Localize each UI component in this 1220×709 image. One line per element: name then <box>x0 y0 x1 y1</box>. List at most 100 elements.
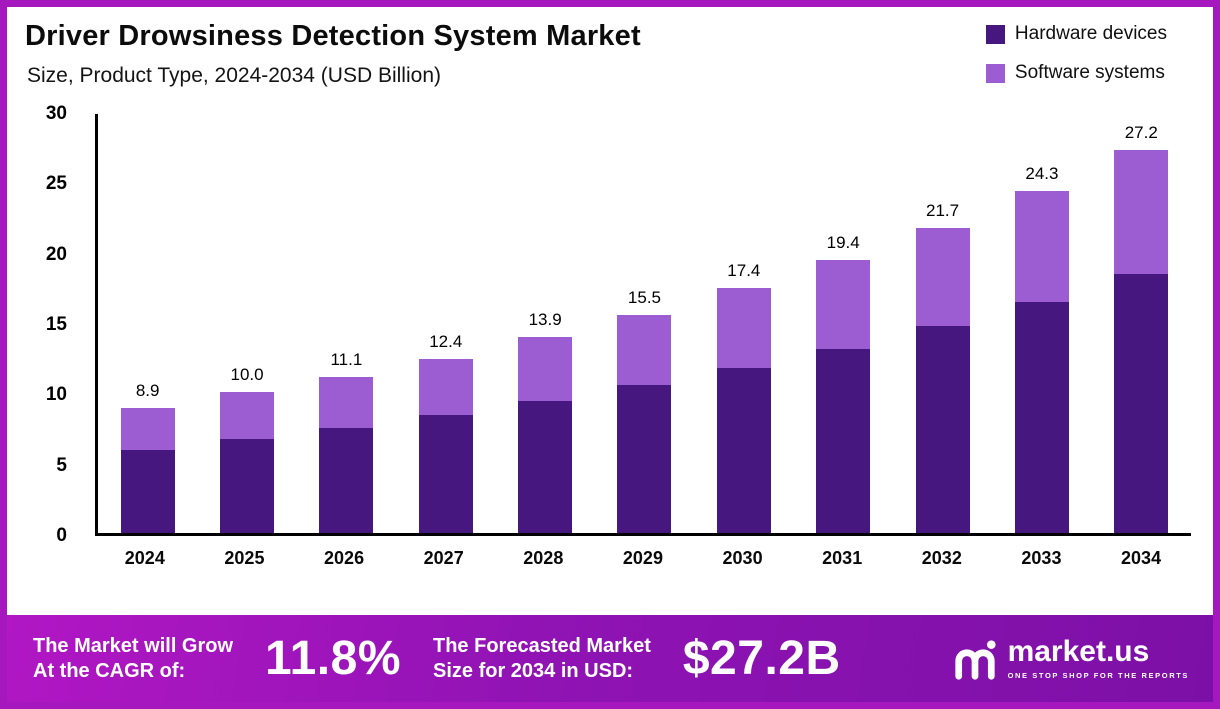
forecast-label: The Forecasted Market Size for 2034 in U… <box>433 634 651 684</box>
bar-total-label-2028: 13.9 <box>528 310 562 330</box>
bar-group-2034: 27.2 <box>1096 114 1186 533</box>
y-tick-5: 5 <box>56 454 67 476</box>
x-label-2025: 2025 <box>224 548 265 568</box>
bar-2031 <box>816 260 871 533</box>
x-label-2027: 2027 <box>423 548 464 568</box>
market-us-logo: market.us ONE STOP SHOP FOR THE REPORTS <box>952 636 1189 682</box>
bar-2024 <box>120 407 175 533</box>
page-subtitle: Size, Product Type, 2024-2034 (USD Billi… <box>27 64 441 87</box>
bar-2029-software <box>617 314 672 386</box>
bar-2031-software <box>816 260 871 349</box>
x-label-2032: 2032 <box>921 548 962 568</box>
chart-legend: Hardware devices Software systems <box>985 20 1167 84</box>
bar-2028-hardware <box>518 400 573 533</box>
bar-2026 <box>319 376 374 533</box>
bar-2027 <box>418 358 473 533</box>
bar-2027-software <box>418 358 473 415</box>
legend-label-software: Software systems <box>1014 62 1165 83</box>
bar-group-2032: 21.7 <box>898 114 988 533</box>
bar-2032 <box>915 227 970 533</box>
bar-2024-hardware <box>120 450 175 533</box>
bar-2028 <box>518 337 573 533</box>
x-label-2029: 2029 <box>622 548 663 568</box>
x-label-2026: 2026 <box>324 548 365 568</box>
x-label-2024: 2024 <box>124 548 165 568</box>
bar-group-2026: 11.1 <box>301 114 391 533</box>
bar-group-2028: 13.9 <box>500 114 590 533</box>
bar-2029-hardware <box>617 385 672 533</box>
x-label-2033: 2033 <box>1021 548 1062 568</box>
bar-2024-software <box>120 407 175 451</box>
bar-total-label-2024: 8.9 <box>135 380 160 400</box>
y-tick-25: 25 <box>45 173 67 195</box>
x-label-2034: 2034 <box>1121 548 1162 568</box>
bar-2025 <box>220 392 275 533</box>
forecast-value: $27.2B <box>682 632 841 685</box>
bar-group-2033: 24.3 <box>997 114 1087 533</box>
bar-2025-software <box>220 392 275 439</box>
bar-group-2031: 19.4 <box>798 114 888 533</box>
x-axis: 2024 2025 2026 2027 2028 2029 2030 2031 2032 2033… <box>95 548 1191 569</box>
forecast-label-line2: Size for 2034 in USD: <box>433 659 634 682</box>
header: Driver Drowsiness Detection System Marke… <box>7 7 1213 88</box>
x-label-2028: 2028 <box>523 548 564 568</box>
bar-2025-hardware <box>220 438 275 533</box>
bar-2030-hardware <box>716 368 771 533</box>
y-tick-30: 30 <box>45 103 67 124</box>
bar-2032-software <box>915 227 970 327</box>
logo-name: market.us <box>1007 635 1150 668</box>
chart-area: 0 5 10 15 20 25 30 8.9 10.0 11.1 12.4 13.9 15.5 17.4… <box>46 103 1191 546</box>
cagr-label: The Market will Grow At the CAGR of: <box>33 634 233 684</box>
forecast-label-line1: The Forecasted Market <box>433 634 651 657</box>
bar-total-label-2030: 17.4 <box>727 261 761 281</box>
cagr-value: 11.8% <box>265 632 401 685</box>
bar-2034 <box>1114 150 1169 533</box>
bar-2034-software <box>1114 150 1169 275</box>
bar-2029 <box>617 314 672 533</box>
plot-area: 8.9 10.0 11.1 12.4 13.9 15.5 17.4 19.4 21.7 24.3 2… <box>95 114 1191 536</box>
bar-2026-software <box>319 376 374 428</box>
bar-group-2030: 17.4 <box>699 114 789 533</box>
bar-2033 <box>1014 191 1069 533</box>
title-block: Driver Drowsiness Detection System Marke… <box>25 20 641 88</box>
bar-2027-hardware <box>418 414 473 533</box>
logo-tagline: ONE STOP SHOP FOR THE REPORTS <box>1007 671 1189 680</box>
legend-label-hardware: Hardware devices <box>1014 23 1167 44</box>
bar-2030 <box>716 288 771 533</box>
y-tick-10: 10 <box>45 384 67 406</box>
bar-total-label-2034: 27.2 <box>1124 123 1158 143</box>
bar-2034-hardware <box>1114 274 1169 533</box>
bar-2028-software <box>518 337 573 401</box>
y-axis: 0 5 10 15 20 25 30 <box>25 103 79 546</box>
bar-total-label-2032: 21.7 <box>926 200 960 220</box>
bar-total-label-2025: 10.0 <box>230 365 264 385</box>
bar-group-2024: 8.9 <box>103 114 193 533</box>
bar-group-2027: 12.4 <box>401 114 491 533</box>
bar-2033-software <box>1014 191 1069 303</box>
legend-item-hardware: Hardware devices <box>985 23 1167 45</box>
bar-total-label-2026: 11.1 <box>330 349 363 369</box>
bar-total-label-2033: 24.3 <box>1025 164 1059 184</box>
cagr-label-line1: The Market will Grow <box>33 634 234 657</box>
bar-total-label-2027: 12.4 <box>429 331 463 351</box>
bar-2033-hardware <box>1014 302 1069 533</box>
bar-total-label-2031: 19.4 <box>826 233 860 253</box>
legend-swatch-software <box>985 63 1005 83</box>
legend-item-software: Software systems <box>985 62 1167 84</box>
bar-2030-software <box>716 288 771 369</box>
x-label-2031: 2031 <box>822 548 863 568</box>
y-tick-0: 0 <box>56 525 67 546</box>
market-us-logo-icon <box>954 639 996 680</box>
x-label-2030: 2030 <box>722 548 763 568</box>
y-tick-20: 20 <box>45 243 67 265</box>
legend-swatch-hardware <box>985 24 1005 44</box>
bar-2031-hardware <box>816 348 871 533</box>
bar-group-2025: 10.0 <box>202 114 292 533</box>
page-title: Driver Drowsiness Detection System Marke… <box>25 20 641 52</box>
cagr-label-line2: At the CAGR of: <box>33 659 186 682</box>
bar-group-2029: 15.5 <box>599 114 689 533</box>
footer-banner: The Market will Grow At the CAGR of: 11.… <box>7 615 1213 702</box>
bar-2026-hardware <box>319 427 374 533</box>
logo-text-block: market.us ONE STOP SHOP FOR THE REPORTS <box>1007 635 1189 681</box>
